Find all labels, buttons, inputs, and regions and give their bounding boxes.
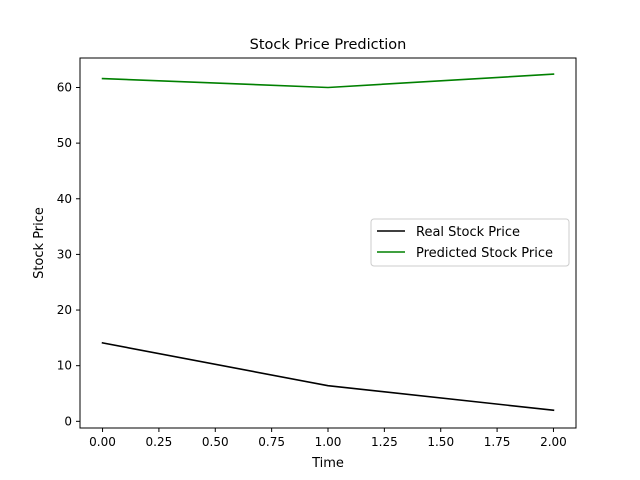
series-layer (101, 73, 555, 412)
x-tick-label: 0.75 (258, 435, 285, 449)
y-tick-label: 50 (57, 136, 72, 150)
y-tick-label: 40 (57, 192, 72, 206)
x-tick-label: 0.00 (89, 435, 116, 449)
y-axis-label: Stock Price (32, 207, 47, 279)
legend: Real Stock Price Predicted Stock Price (370, 218, 570, 267)
legend-label: Real Stock Price (416, 225, 520, 240)
x-tick-label: 0.25 (146, 435, 173, 449)
x-tick-label: 1.25 (371, 435, 398, 449)
x-axis: 0.00 0.25 0.50 0.75 1.00 1.25 1.50 1.75 2.00 (89, 428, 567, 449)
series-line-predicted-stock-price (101, 73, 555, 89)
x-tick-label: 1.75 (484, 435, 511, 449)
x-tick-label: 1.50 (427, 435, 454, 449)
legend-box (370, 218, 570, 267)
y-tick-label: 20 (57, 303, 72, 317)
y-tick-label: 0 (64, 414, 72, 428)
y-tick-label: 10 (57, 359, 72, 373)
chart-title: Stock Price Prediction (250, 37, 407, 53)
series-line-real-stock-price (101, 341, 555, 412)
x-tick-label: 1.00 (315, 435, 342, 449)
y-tick-label: 60 (57, 80, 72, 94)
x-tick-label: 2.00 (540, 435, 567, 449)
legend-label: Predicted Stock Price (416, 246, 553, 261)
x-axis-label: Time (311, 456, 344, 471)
y-axis: 0 10 20 30 40 50 60 (57, 80, 80, 428)
y-tick-label: 30 (57, 247, 72, 261)
x-tick-label: 0.50 (202, 435, 229, 449)
